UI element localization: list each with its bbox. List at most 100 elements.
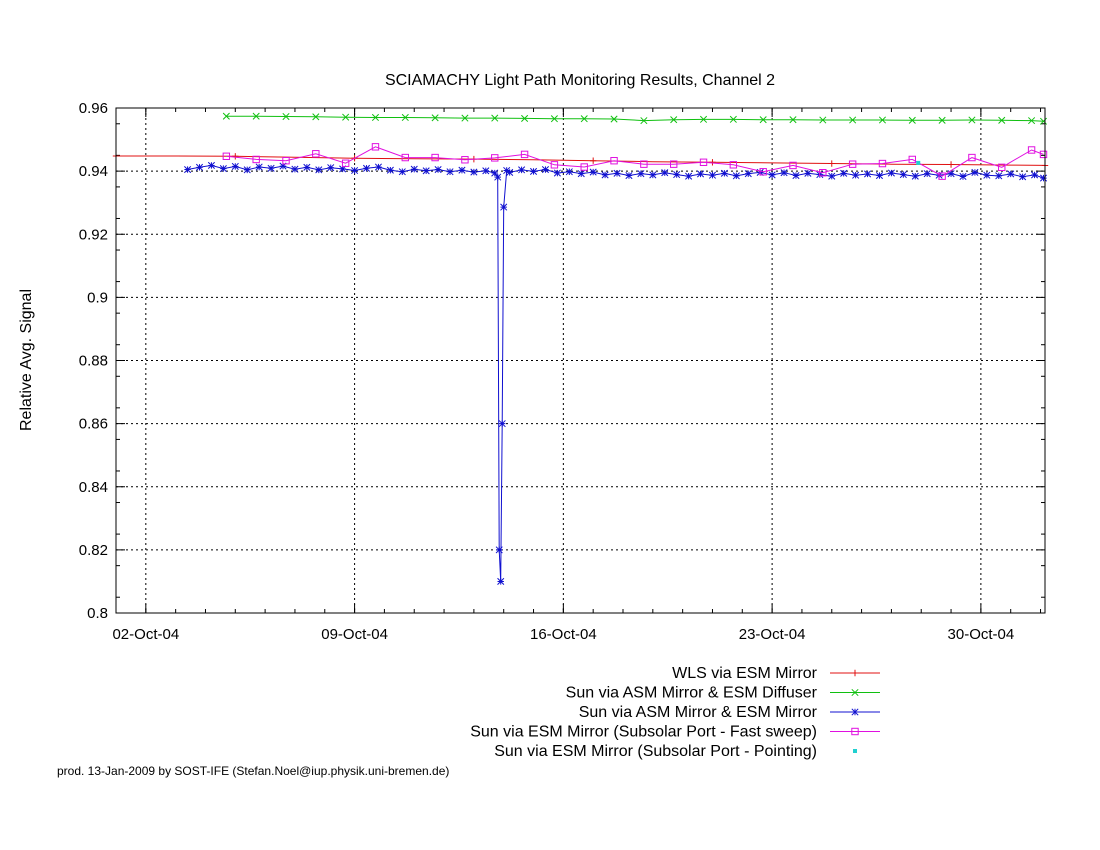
series-0 [112,152,1049,169]
data-point [184,165,192,174]
data-point [851,688,859,697]
series-4 [916,160,921,165]
data-point [495,546,503,554]
data-point [792,171,800,180]
data-point [410,165,418,173]
data-point [804,169,812,177]
y-tick-label: 0.82 [79,542,108,559]
legend-label: Sun via ASM Mirror & ESM Mirror [579,704,818,721]
data-point [342,113,350,121]
legend-label: Sun via ASM Mirror & ESM Diffuser [566,685,818,702]
data-point [998,116,1006,124]
data-point [908,155,916,164]
plot-frame [115,107,1046,614]
legend-item-1: Sun via ASM Mirror & ESM Diffuser [566,685,880,702]
y-tick-label: 0.88 [79,353,108,370]
data-point [640,117,648,125]
legend-item-4: Sun via ESM Mirror (Subsolar Port - Poin… [494,743,857,760]
data-point [995,172,1003,180]
data-point [282,112,290,121]
data-point [520,150,529,159]
series-1 [222,112,1048,125]
data-point [461,156,469,164]
data-point [610,115,618,123]
data-point [744,170,752,178]
data-point [610,157,618,165]
footer-note: prod. 13-Jan-2009 by SOST-IFE (Stefan.No… [57,764,449,778]
data-point [849,116,857,124]
data-point [401,113,409,122]
data-point [351,166,359,175]
data-point [1031,171,1039,179]
data-point [729,115,737,123]
data-point [339,165,347,173]
data-point [971,168,979,176]
data-point [669,160,678,168]
x-tick-label: 16-Oct-04 [530,626,597,643]
data-point [341,159,350,167]
series-2 [184,161,1048,585]
data-point [699,115,708,123]
data-point [789,116,797,124]
data-point [589,157,597,164]
data-point [491,154,499,162]
data-point [613,169,621,177]
data-point [374,163,382,171]
data-point [401,153,409,162]
data-point [222,112,230,120]
data-point [709,159,716,166]
data-point [959,172,967,181]
data-point [720,169,728,177]
y-tick-label: 0.9 [87,289,108,306]
data-point [819,169,827,177]
data-point [422,167,430,175]
data-point [243,166,251,174]
data-point [685,172,693,180]
y-axis-label: Relative Avg. Signal [18,289,35,431]
data-point [267,164,275,172]
chart-title: SCIAMACHY Light Path Monitoring Results,… [385,72,775,89]
y-tick-label: 0.96 [79,100,108,117]
data-point [1007,170,1015,178]
data-point [553,169,561,177]
data-point [491,169,499,177]
data-point [506,168,514,176]
data-point [577,170,585,178]
data-point [863,170,872,178]
series-line [226,115,1044,122]
data-point [303,163,311,171]
data-point [853,749,857,753]
data-point [222,152,231,160]
series-line [187,164,1044,582]
data-point [386,166,394,174]
data-point [255,163,263,171]
data-point [371,113,380,122]
data-point [649,171,657,179]
data-point [851,708,859,716]
data-point [1028,117,1036,125]
data-point [998,163,1006,172]
data-point [494,173,502,181]
legend-label: Sun via ESM Mirror (Subsolar Port - Poin… [494,743,817,760]
data-point [640,160,648,168]
data-point [371,143,380,151]
data-point [434,165,442,174]
data-point [911,172,919,180]
data-point [878,116,887,124]
data-point [875,171,884,180]
data-point [282,157,290,165]
data-point [207,161,215,169]
y-tick-label: 0.86 [79,416,108,433]
data-point [1039,117,1048,125]
data-point [503,166,511,175]
y-tick-label: 0.94 [79,163,108,180]
data-point [312,150,320,158]
data-point [398,168,406,176]
data-point [708,171,717,179]
data-point [231,162,239,170]
data-point [923,170,931,178]
data-point [461,114,469,122]
data-point [968,153,976,162]
y-tick-label: 0.84 [79,479,108,496]
